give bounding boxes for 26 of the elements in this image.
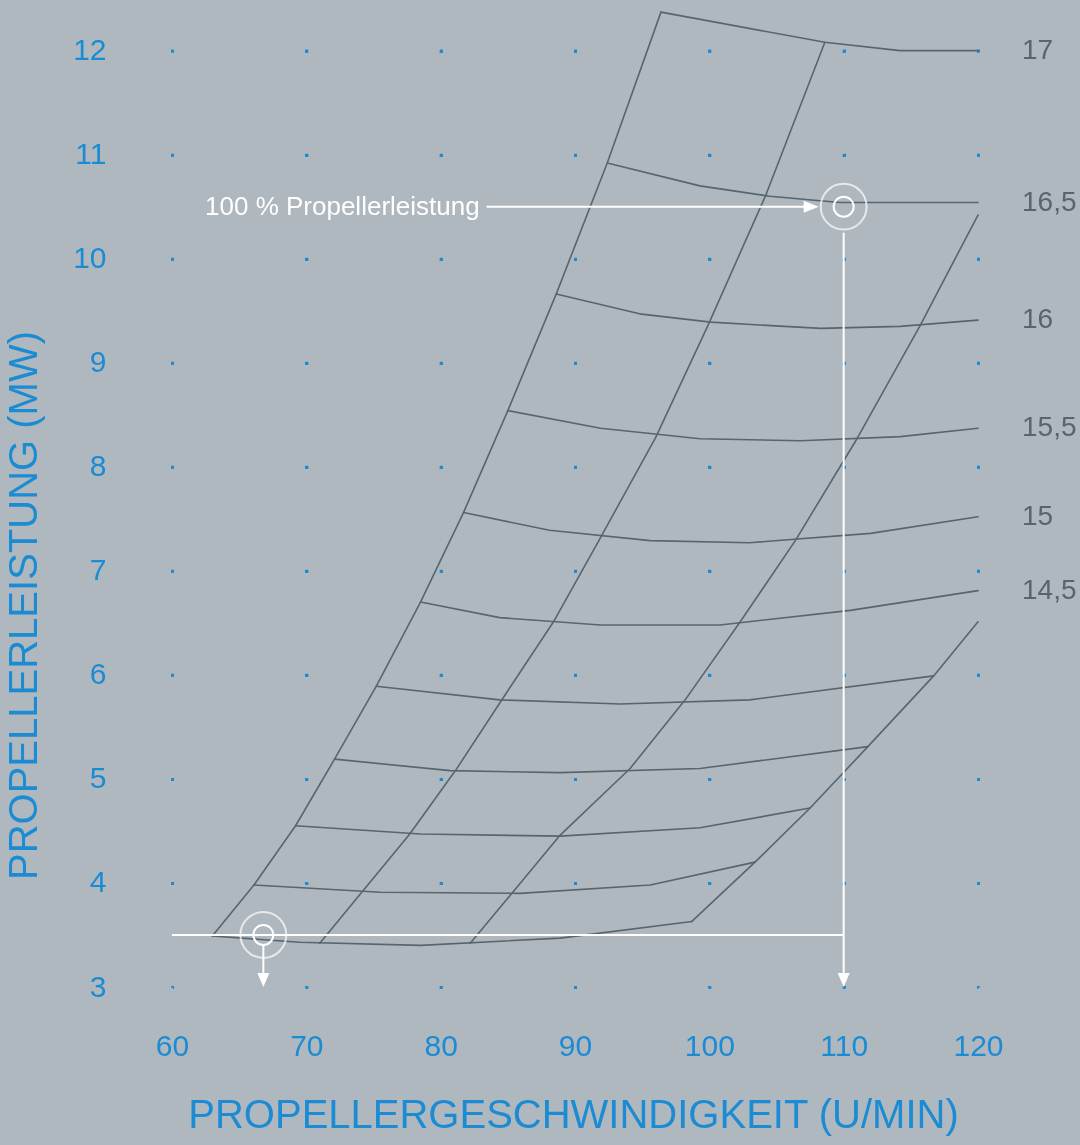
y-tick-label: 12 (73, 33, 107, 67)
y-tick-label: 9 (89, 345, 107, 379)
y-tick-label: 5 (89, 761, 107, 795)
series-label: 16 (1022, 303, 1054, 335)
y-axis-title: PROPELLERLEISTUNG (MW) (0, 331, 45, 880)
x-tick-label: 90 (558, 1028, 593, 1062)
x-tick-label: 80 (424, 1028, 458, 1062)
y-tick-label: 6 (89, 657, 107, 691)
series-label: 15 (1022, 499, 1054, 531)
series-label: 14,5 (1022, 573, 1077, 605)
y-tick-label: 8 (89, 449, 107, 483)
x-tick-label: 110 (820, 1028, 869, 1062)
y-tick-label: 10 (73, 241, 107, 275)
x-tick-label: 100 (684, 1028, 735, 1062)
x-axis-title: PROPELLERGESCHWINDIGKEIT (U/MIN) (188, 1091, 959, 1136)
x-tick-label: 120 (953, 1028, 1004, 1062)
series-label: 16,5 (1022, 185, 1077, 217)
x-tick-label: 60 (155, 1028, 190, 1062)
series-label: 17 (1022, 33, 1054, 65)
y-tick-label: 4 (89, 865, 107, 899)
y-tick-label: 7 (89, 553, 107, 587)
annotation: 100 % Propellerleistung (205, 190, 480, 221)
x-tick-label: 70 (290, 1028, 324, 1062)
series-label: 15,5 (1022, 411, 1077, 443)
y-tick-label: 3 (89, 969, 107, 1003)
y-tick-label: 11 (75, 137, 107, 171)
